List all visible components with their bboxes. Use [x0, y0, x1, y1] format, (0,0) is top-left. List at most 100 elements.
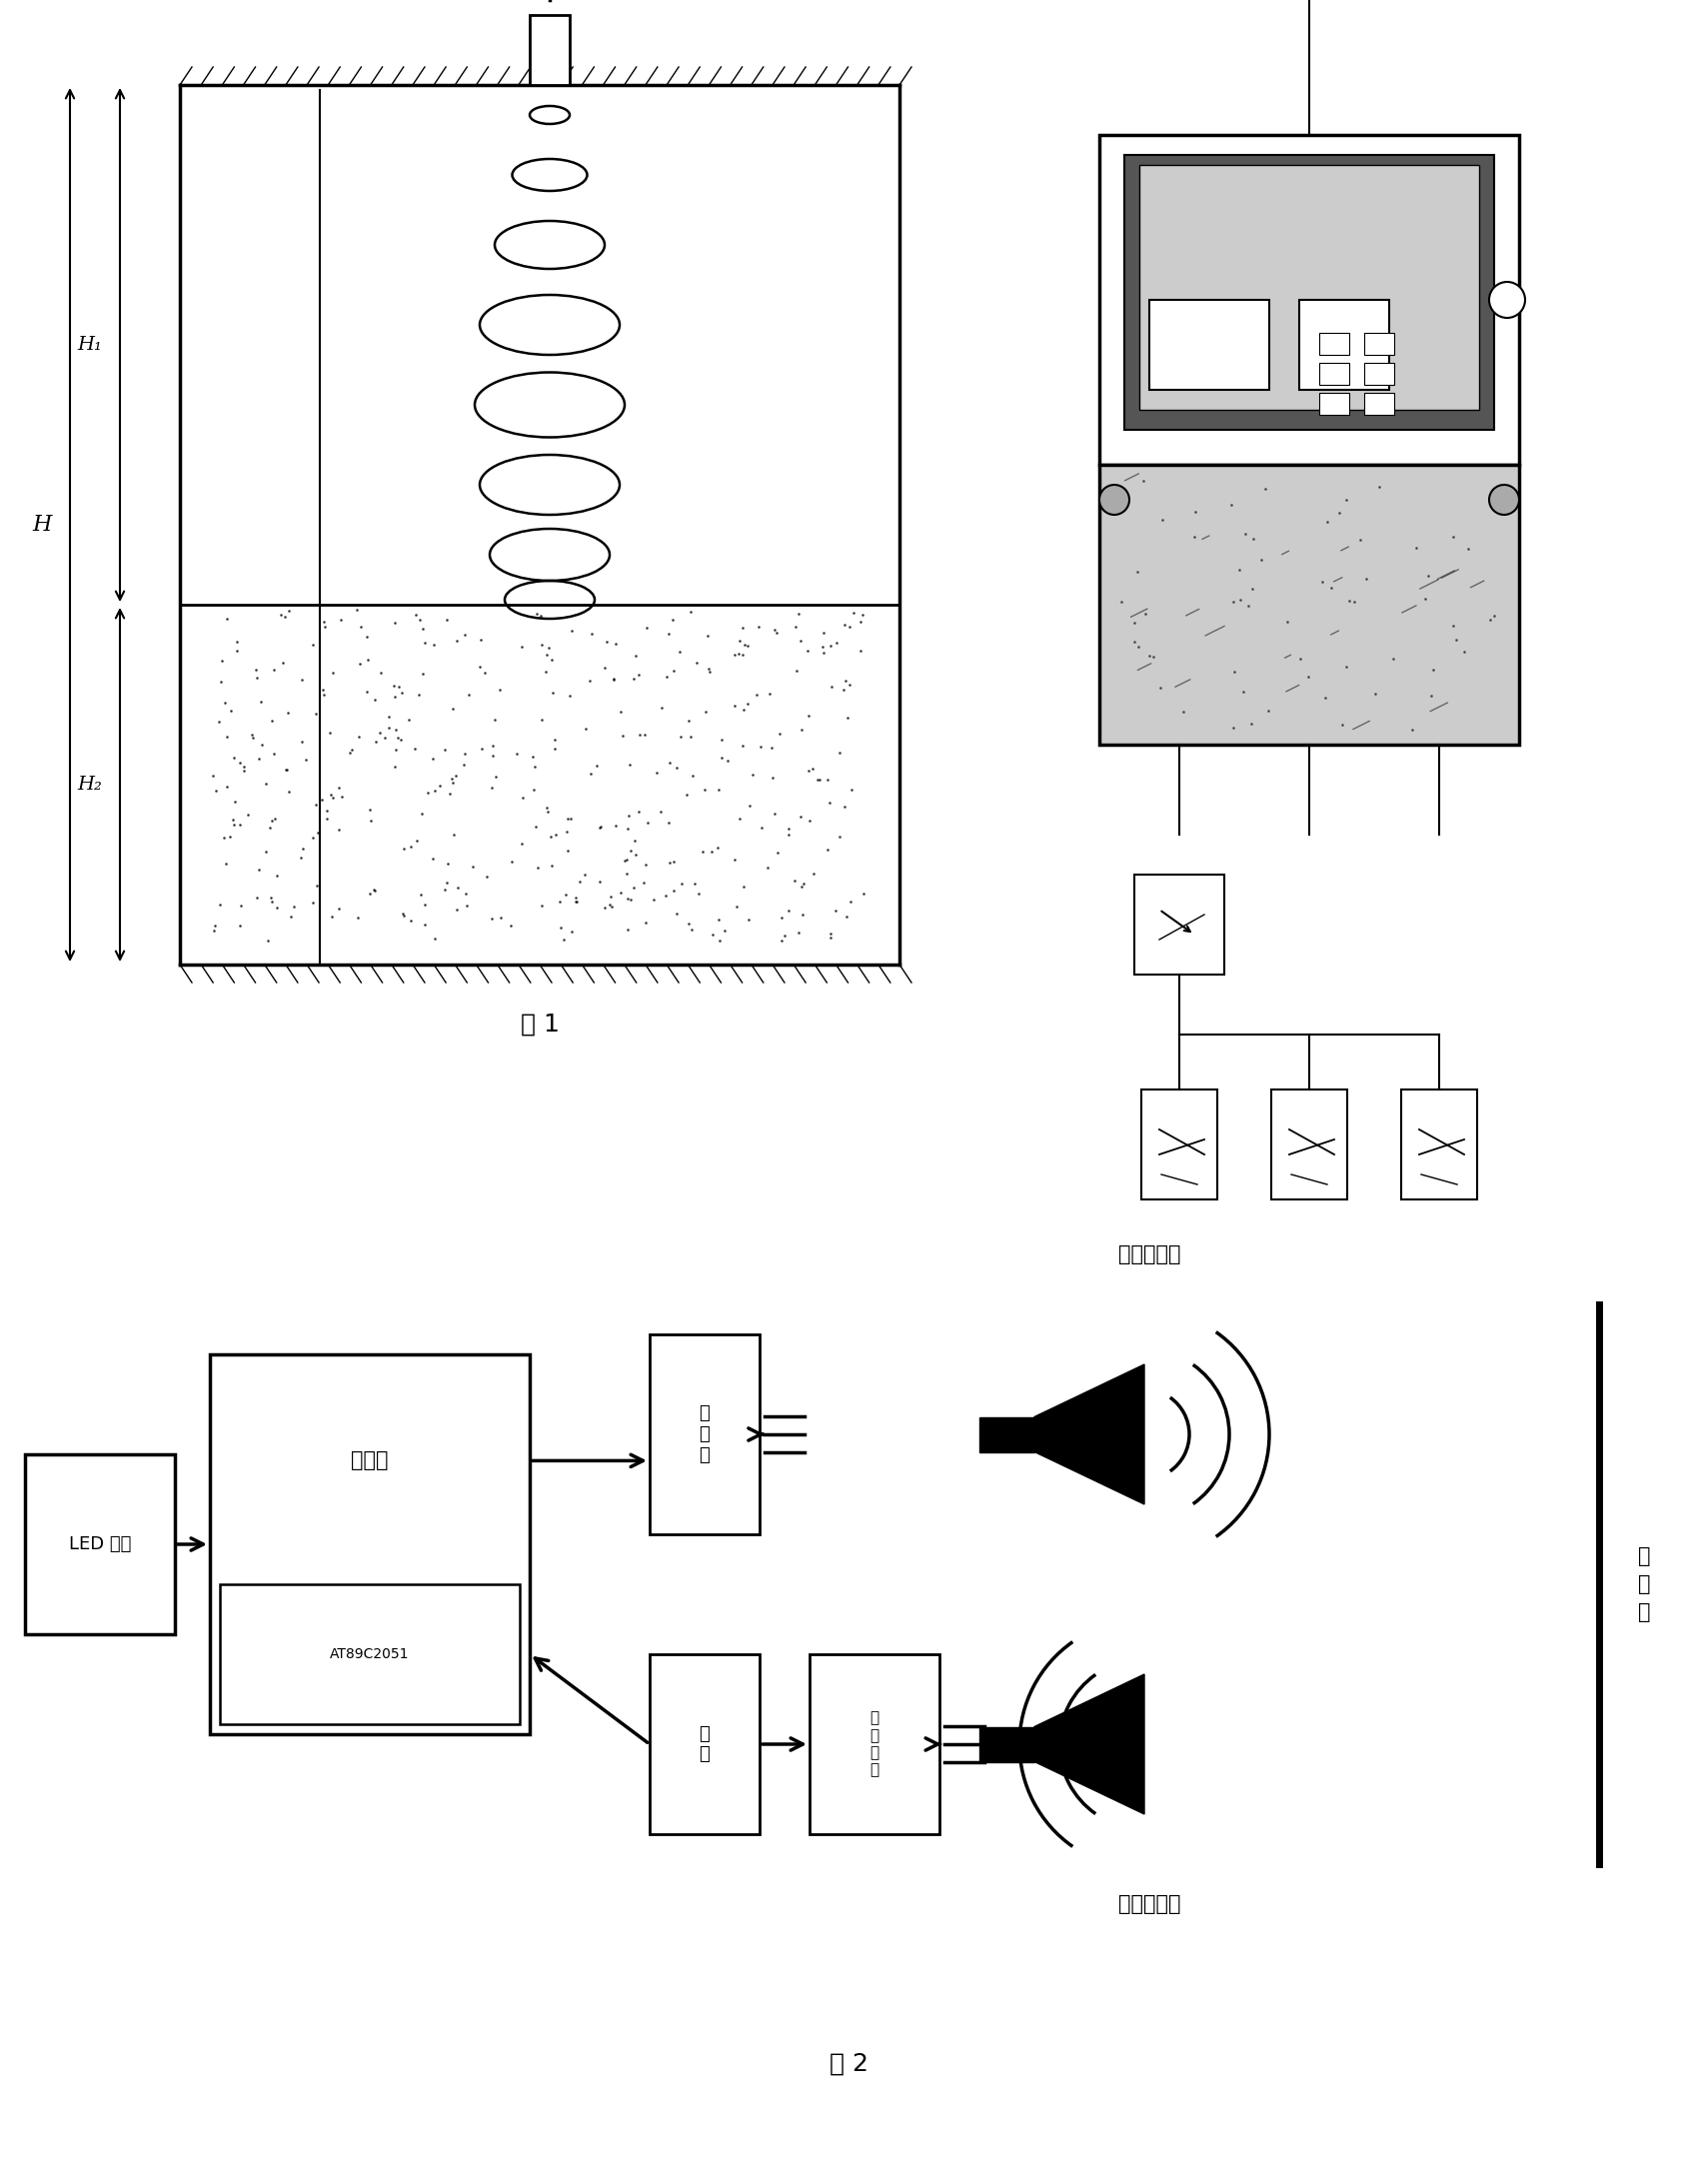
- Point: [611, 843, 638, 878]
- Point: [508, 826, 536, 860]
- Point: [556, 802, 583, 836]
- Point: [230, 749, 258, 784]
- Point: [391, 898, 418, 933]
- Point: [259, 885, 287, 919]
- Point: [397, 902, 425, 937]
- Point: [553, 876, 580, 911]
- Point: [384, 721, 411, 756]
- Point: [742, 677, 769, 712]
- Point: [734, 629, 761, 664]
- Point: [466, 649, 493, 684]
- Point: [212, 686, 239, 721]
- Point: [585, 865, 612, 900]
- Point: [304, 815, 331, 850]
- Point: [372, 721, 399, 756]
- Point: [444, 625, 471, 660]
- Point: [529, 889, 556, 924]
- Bar: [1134, 874, 1225, 974]
- Point: [367, 655, 394, 690]
- Circle shape: [1099, 485, 1129, 515]
- Bar: [1319, 332, 1349, 354]
- Point: [353, 618, 380, 653]
- Bar: [1365, 332, 1394, 354]
- Point: [553, 815, 580, 850]
- Point: [659, 603, 686, 638]
- Point: [558, 614, 585, 649]
- Point: [679, 758, 706, 793]
- Point: [271, 598, 299, 633]
- Point: [607, 695, 635, 729]
- Point: [273, 751, 300, 786]
- Bar: [1099, 135, 1518, 465]
- Point: [389, 898, 416, 933]
- Bar: [210, 1354, 529, 1734]
- Point: [783, 653, 810, 688]
- Point: [621, 638, 648, 673]
- Point: [200, 913, 227, 948]
- Point: [795, 699, 822, 734]
- Text: 图 2: 图 2: [831, 2053, 868, 2077]
- Point: [786, 799, 814, 834]
- Text: 超声发射头: 超声发射头: [1117, 1245, 1181, 1265]
- Point: [705, 771, 732, 806]
- Point: [247, 727, 275, 762]
- Point: [775, 810, 802, 845]
- Point: [261, 736, 288, 771]
- Point: [619, 662, 647, 697]
- Bar: [1365, 363, 1394, 384]
- Point: [469, 732, 496, 767]
- Point: [788, 712, 815, 747]
- Point: [220, 740, 247, 775]
- Point: [848, 605, 875, 640]
- Point: [252, 767, 280, 802]
- Point: [817, 915, 844, 950]
- Point: [421, 773, 449, 808]
- Point: [524, 850, 551, 885]
- Point: [838, 885, 865, 919]
- Point: [730, 627, 757, 662]
- Point: [595, 887, 623, 922]
- Point: [208, 644, 235, 679]
- Point: [217, 692, 244, 727]
- Point: [532, 655, 560, 690]
- Point: [728, 638, 756, 673]
- Point: [508, 629, 536, 664]
- Bar: [650, 1653, 759, 1835]
- Point: [450, 747, 478, 782]
- Point: [660, 874, 688, 909]
- Text: AT89C2051: AT89C2051: [329, 1647, 409, 1662]
- Point: [768, 924, 795, 959]
- Point: [275, 695, 302, 729]
- Point: [785, 915, 812, 950]
- Point: [268, 596, 295, 631]
- Point: [761, 795, 788, 830]
- Point: [273, 751, 300, 786]
- Point: [319, 780, 346, 815]
- Bar: [529, 15, 570, 85]
- Point: [426, 769, 454, 804]
- Point: [404, 823, 432, 858]
- Point: [432, 732, 459, 767]
- Point: [304, 867, 331, 902]
- Point: [775, 893, 802, 928]
- Point: [846, 633, 873, 668]
- Point: [682, 644, 710, 679]
- Point: [585, 810, 612, 845]
- Point: [314, 793, 341, 828]
- Point: [503, 736, 531, 771]
- Point: [309, 673, 336, 708]
- Point: [409, 612, 437, 646]
- Point: [775, 817, 802, 852]
- Point: [836, 609, 863, 644]
- Point: [781, 863, 809, 898]
- Point: [612, 856, 640, 891]
- Point: [391, 832, 418, 867]
- Point: [766, 716, 793, 751]
- Point: [763, 616, 790, 651]
- Point: [664, 895, 691, 930]
- Point: [270, 644, 297, 679]
- Point: [420, 740, 447, 775]
- Point: [227, 745, 254, 780]
- Point: [711, 913, 739, 948]
- Point: [319, 655, 346, 690]
